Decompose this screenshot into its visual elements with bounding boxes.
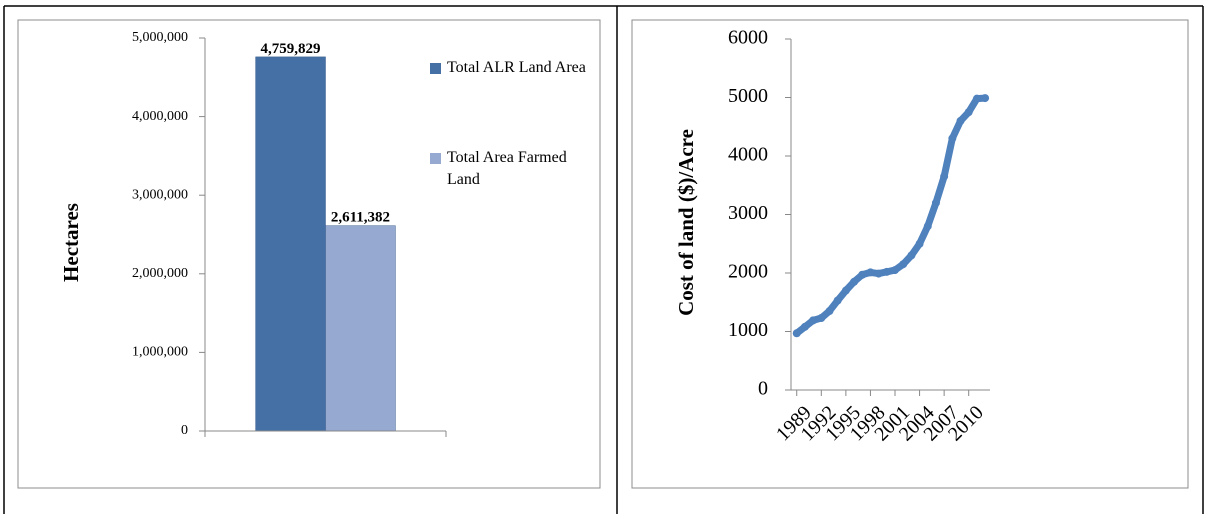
point: [915, 239, 924, 248]
point: [825, 307, 834, 316]
y-tick-label: 0: [758, 378, 768, 400]
chart-frame: [631, 19, 1189, 489]
point: [923, 222, 932, 231]
point: [809, 316, 818, 325]
y-tick-label: 3000: [728, 202, 768, 224]
point: [833, 296, 842, 305]
y-tick-label: 2000: [728, 261, 768, 283]
point: [850, 277, 859, 286]
y-tick-label: 4000: [728, 144, 768, 166]
value-label: 4,759,829: [261, 41, 321, 57]
chart-frame: [17, 19, 601, 489]
point: [792, 329, 801, 338]
point: [882, 267, 891, 276]
point: [874, 269, 883, 278]
y-tick-label: 1000: [728, 319, 768, 341]
point: [956, 116, 965, 125]
bar: [255, 56, 326, 432]
bar: [325, 225, 396, 432]
point: [964, 108, 973, 117]
legend-swatch: [430, 63, 441, 74]
point: [931, 198, 940, 207]
y-tick-label: 0: [181, 423, 188, 438]
y-tick-label: 6000: [728, 27, 768, 49]
y-tick-label: 1,000,000: [132, 345, 188, 360]
point: [866, 268, 875, 277]
point: [972, 94, 981, 103]
legend-label: Total ALR Land Area: [447, 59, 586, 76]
y-tick-label: 5,000,000: [132, 30, 188, 45]
legend-label: Total Area Farmed Land: [447, 149, 567, 188]
point: [981, 94, 990, 103]
point: [940, 172, 949, 181]
point: [899, 260, 908, 269]
y-tick-label: 2,000,000: [132, 266, 188, 281]
point: [841, 286, 850, 295]
point: [948, 134, 957, 143]
y-tick-label: 4,000,000: [132, 109, 188, 124]
y-axis-title: Hectares: [59, 203, 83, 282]
y-axis-title: Cost of land ($)/Acre: [674, 129, 698, 316]
point: [891, 266, 900, 275]
point: [907, 251, 916, 260]
point: [858, 270, 867, 279]
point: [800, 322, 809, 331]
value-label: 2,611,382: [331, 210, 390, 226]
y-tick-label: 3,000,000: [132, 187, 188, 202]
line: [793, 94, 989, 337]
y-tick-label: 5000: [728, 85, 768, 107]
point: [817, 314, 826, 323]
legend-swatch: [430, 153, 441, 164]
